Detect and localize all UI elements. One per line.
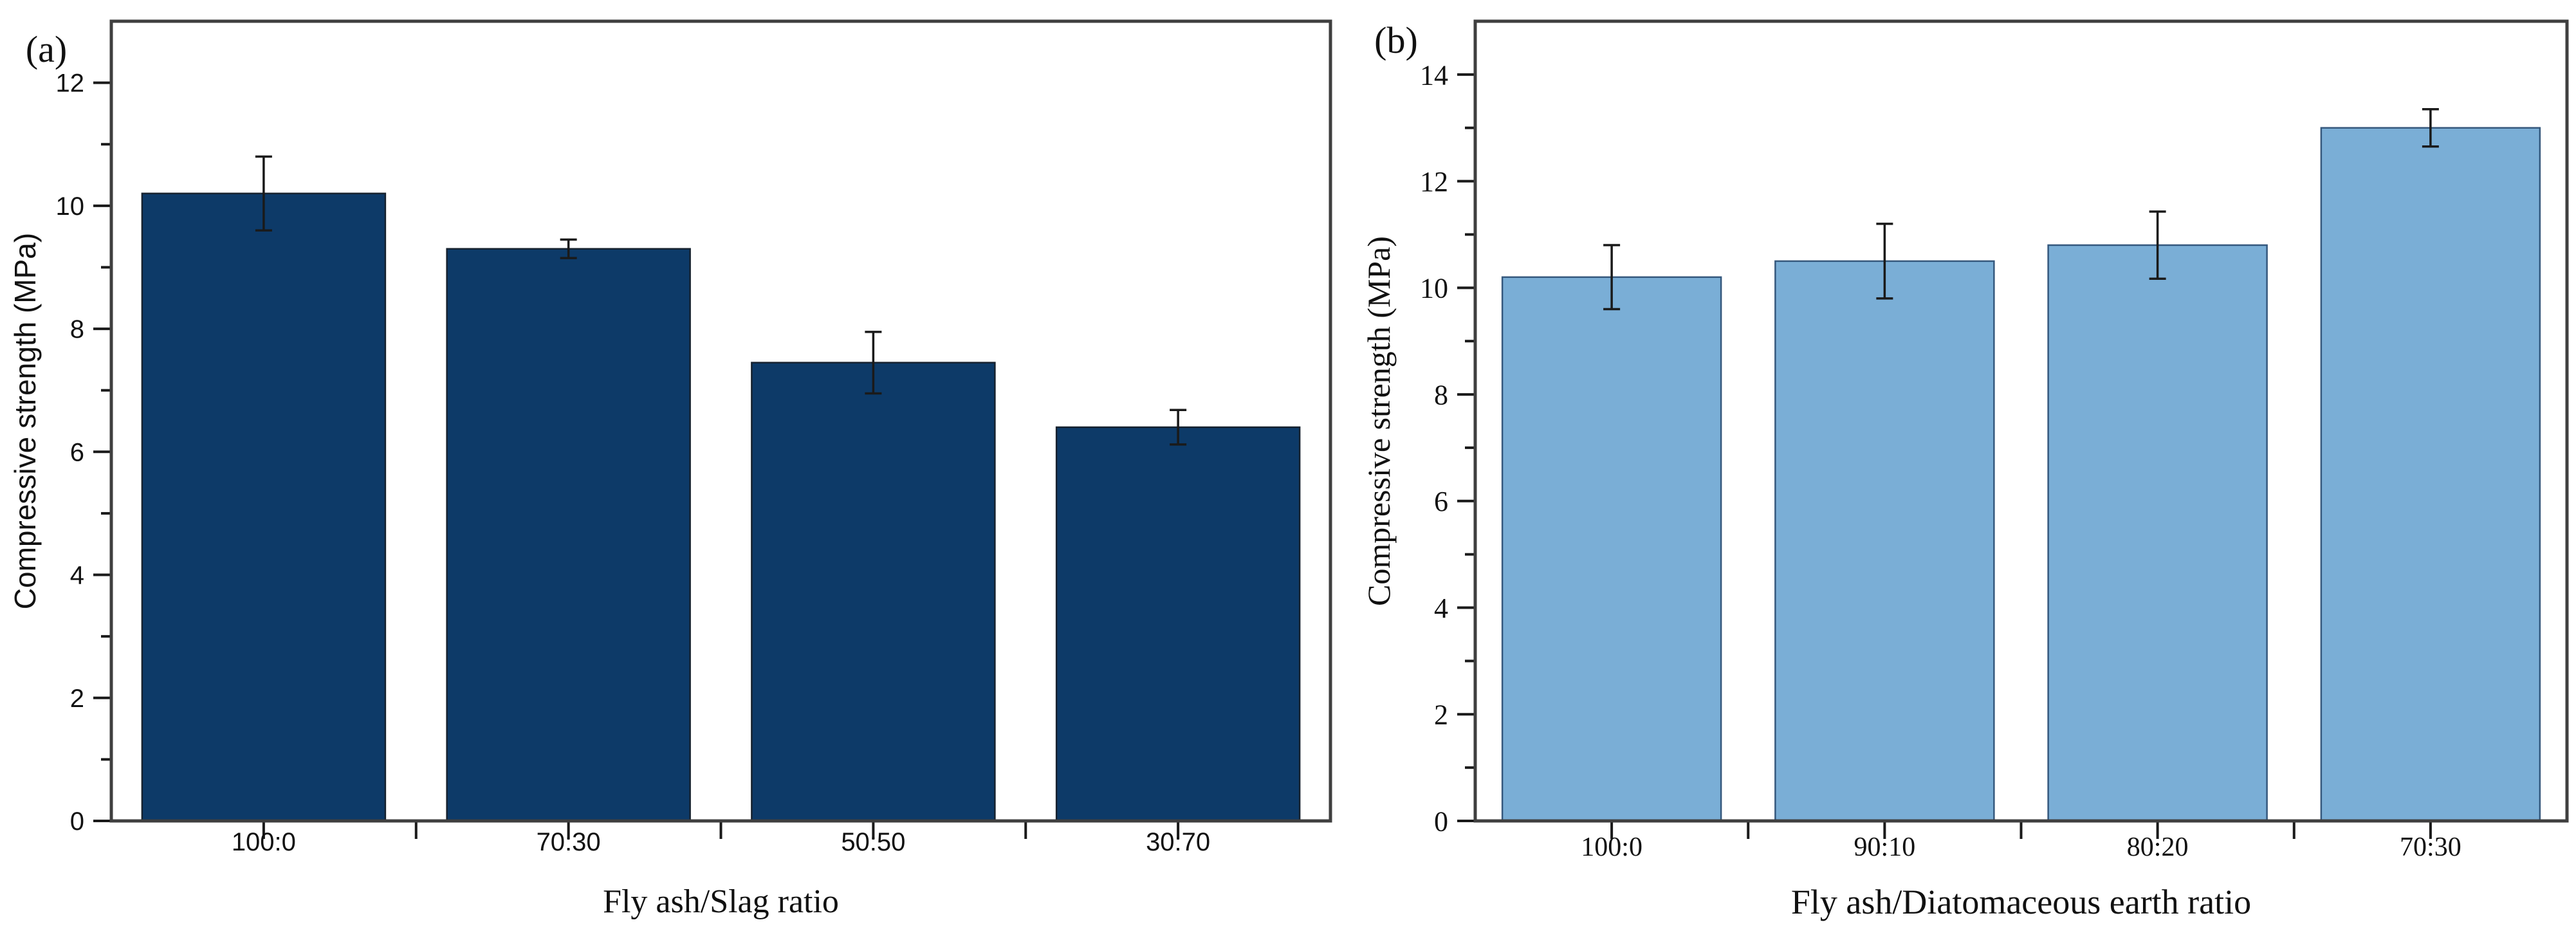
bar	[446, 248, 691, 822]
y-tick-label: 2	[1434, 699, 1448, 731]
y-tick-label: 4	[70, 562, 84, 590]
y-tick-label: 0	[1434, 805, 1448, 837]
x-tick-label: 30:70	[1146, 828, 1210, 856]
x-axis-label: Fly ash/Diatomaceous earth ratio	[1791, 883, 2251, 921]
panel-a: 0 2 4 6 8 10 12 100:0 70:30 50:50 30:70 Compressive…	[8, 19, 1332, 920]
bar	[1501, 276, 1722, 822]
bar	[2047, 244, 2268, 822]
bar	[2320, 127, 2541, 822]
y-tick-label: 10	[1420, 273, 1448, 304]
y-tick-label: 6	[70, 438, 84, 466]
y-tick-label: 4	[1434, 593, 1448, 624]
bar	[1055, 426, 1301, 822]
plot-frame	[109, 19, 1332, 823]
panel-tag: (a)	[26, 28, 67, 70]
bar	[751, 362, 996, 822]
y-tick-label: 2	[70, 685, 84, 713]
x-tick-label: 50:50	[841, 828, 905, 856]
y-tick-label: 14	[1420, 59, 1448, 91]
bar	[1774, 260, 1995, 822]
y-tick-label: 12	[56, 69, 85, 98]
x-tick-label: 70:30	[2400, 832, 2461, 862]
x-axis-label: Fly ash/Slag ratio	[603, 883, 839, 920]
x-tick-label: 100:0	[1581, 832, 1642, 862]
bar	[141, 192, 387, 822]
panel-b: 0 2 4 6 8 10 12 14 100:0 90:10 80:20 70:30 Compressi…	[1361, 19, 2569, 921]
panel-tag: (b)	[1374, 19, 1418, 61]
plot-frame	[1473, 19, 2569, 823]
x-tick-label: 80:20	[2127, 832, 2189, 862]
y-axis-label: Compressive strength (MPa)	[8, 233, 42, 609]
y-tick-label: 12	[1420, 166, 1448, 198]
y-axis-label: Compressive strength (MPa)	[1361, 236, 1397, 606]
y-tick-label: 10	[56, 192, 85, 221]
y-tick-label: 8	[70, 315, 84, 344]
x-tick-label: 70:30	[537, 828, 601, 856]
x-tick-label: 90:10	[1854, 832, 1916, 862]
y-tick-label: 6	[1434, 486, 1448, 517]
y-tick-label: 0	[70, 807, 84, 836]
x-tick-label: 100:0	[232, 828, 296, 856]
y-tick-label: 8	[1434, 379, 1448, 410]
